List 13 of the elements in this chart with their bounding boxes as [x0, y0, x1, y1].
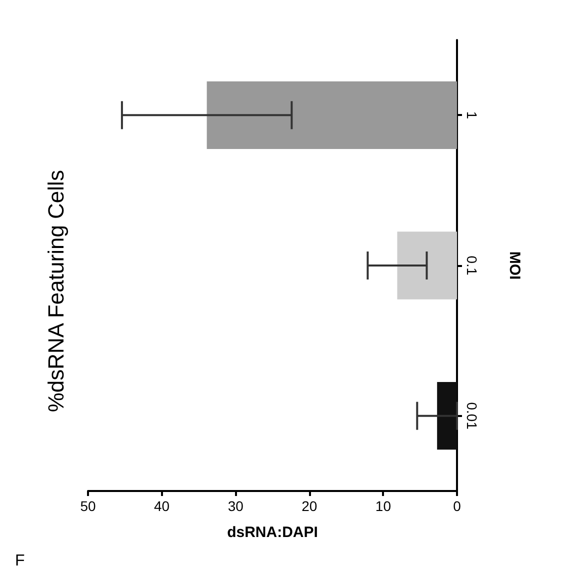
y-axis-title: MOI — [506, 251, 523, 280]
y-tick-label: 0.1 — [464, 256, 480, 276]
x-tick-label: 20 — [302, 498, 318, 514]
text: F — [15, 552, 25, 570]
x-tick-label: 10 — [375, 498, 392, 514]
y-tick-label: 0.01 — [464, 402, 480, 430]
x-axis-title: dsRNA:DAPI — [227, 524, 318, 541]
y-tick-label: 1 — [464, 111, 480, 120]
x-tick-label: 0 — [453, 498, 462, 514]
x-tick-label: 50 — [80, 498, 96, 514]
x-tick-label: 30 — [228, 498, 244, 514]
x-tick-label: 40 — [154, 498, 170, 514]
text: %dsRNA Featuring Cells — [44, 170, 68, 412]
